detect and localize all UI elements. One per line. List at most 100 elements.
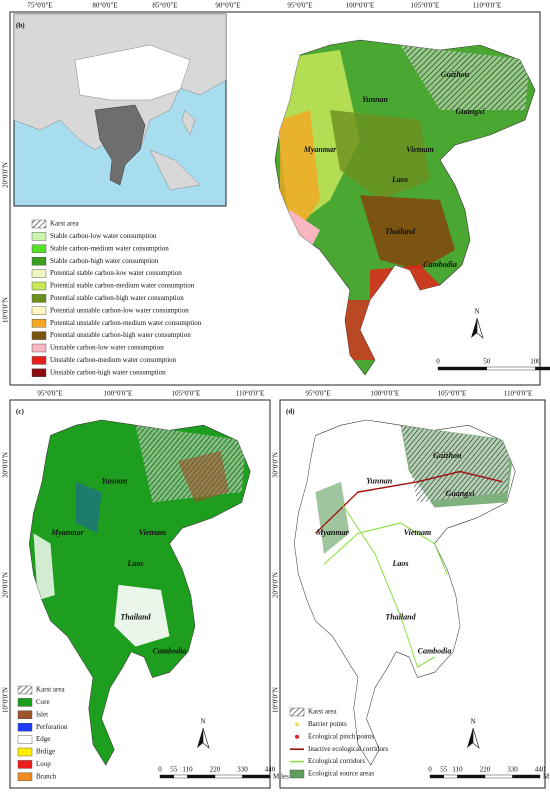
place-label: Yunnan — [362, 95, 389, 104]
scale-unit: Miles — [543, 773, 550, 781]
legend-swatch — [295, 735, 299, 739]
place-label: Vietnam — [139, 528, 167, 537]
legend-label: Stable carbon-low water consumption — [50, 232, 157, 240]
north-label: N — [474, 308, 479, 316]
longitude-label: 105°0'0"E — [172, 390, 201, 398]
scale-label: 55 — [440, 766, 448, 774]
place-label: Guangxi — [456, 107, 486, 116]
legend-label: Potential stable carbon-low water consum… — [50, 269, 182, 277]
place-label: Thailand — [385, 227, 416, 236]
panel-label: (b) — [16, 22, 25, 30]
longitude-label: 105°0'0"E — [438, 390, 467, 398]
place-label: Vietnam — [404, 528, 432, 537]
north-label: N — [470, 718, 475, 726]
place-label: Cambodia — [423, 260, 457, 269]
north-label: N — [200, 718, 205, 726]
scale-bar — [513, 775, 541, 778]
scale-label: 220 — [210, 766, 221, 774]
place-label: Yunnan — [366, 477, 393, 486]
place-label: Laos — [392, 559, 409, 568]
scale-label: 220 — [480, 766, 491, 774]
place-label: Guangxi — [446, 489, 476, 498]
legend-label: Loop — [36, 760, 51, 768]
legend-label: Potential unstable carbon-low water cons… — [50, 306, 189, 314]
place-label: Thailand — [120, 613, 151, 622]
legend-label: Brdige — [36, 748, 55, 756]
scale-bar — [215, 775, 243, 778]
place-label: Myanmar — [315, 528, 349, 537]
place-label: Thailand — [385, 613, 416, 622]
scale-label: 330 — [507, 766, 518, 774]
legend-label: Potential stable carbon-medium water con… — [50, 282, 195, 290]
legend-label: Ecological pinch points — [308, 732, 374, 740]
legend-swatch — [290, 708, 304, 716]
latitude-label: 30°0'0"N — [272, 452, 280, 478]
legend-label: Karst area — [308, 708, 337, 716]
scale-bar — [444, 775, 458, 778]
scale-bar — [458, 775, 486, 778]
legend-swatch — [32, 270, 46, 278]
longitude-label: 100°0'0"E — [371, 390, 400, 398]
legend-label: Unstable carbon-medium water consumption — [50, 356, 177, 364]
legend-swatch — [32, 344, 46, 352]
scale-bar — [243, 775, 271, 778]
place-label: Guizhou — [433, 451, 462, 460]
legend-label: Potential unstable carbon-high water con… — [50, 331, 191, 339]
inset-map — [14, 14, 226, 206]
place-label: Laos — [391, 175, 408, 184]
legend-swatch — [18, 760, 32, 768]
legend-swatch — [32, 294, 46, 302]
latitude-label: 20°0'0"N — [2, 572, 10, 598]
longitude-label: 110°0'0"E — [236, 390, 264, 398]
legend-swatch — [18, 773, 32, 781]
legend-label: Barrier points — [308, 720, 347, 728]
longitude-label: 100°0'0"E — [346, 2, 375, 10]
scale-label: 110 — [182, 766, 193, 774]
legend-label: Karst area — [50, 220, 79, 228]
longitude-label: 105°0'0"E — [411, 2, 440, 10]
legend-label: Stable carbon-medium water consumption — [50, 244, 169, 252]
legend-swatch — [32, 232, 46, 240]
scale-bar — [487, 367, 536, 370]
legend-label: Unstable carbon-low water consumption — [50, 344, 164, 352]
place-label: Myanmar — [50, 528, 84, 537]
legend-label: Unstable carbon-high water consumption — [50, 368, 166, 376]
legend-label: Potential stable carbon-high water consu… — [50, 294, 184, 302]
scale-bar — [174, 775, 188, 778]
longitude-label: 95°0'0"E — [37, 390, 62, 398]
place-label: Vietnam — [406, 145, 434, 154]
legend-swatch — [32, 245, 46, 253]
legend-swatch — [32, 332, 46, 340]
legend-swatch — [295, 722, 299, 726]
latitude-label: 30°0'0"N — [2, 452, 10, 478]
legend-label: Branch — [36, 772, 57, 780]
legend-label: Islet — [36, 710, 48, 718]
legend-label: Karst area — [36, 686, 65, 694]
place-label: Cambodia — [153, 647, 187, 656]
longitude-label: 80°0'0"E — [92, 2, 117, 10]
panel-label: (d) — [286, 408, 295, 416]
legend-swatch — [32, 257, 46, 265]
longitude-label: 95°0'0"E — [287, 2, 312, 10]
latitude-label: 10°0'0"N — [272, 687, 280, 713]
legend-label: Stable carbon-high water consumption — [50, 257, 159, 265]
legend-swatch — [32, 307, 46, 315]
panel-label: (c) — [16, 408, 24, 416]
scale-bar — [536, 367, 550, 370]
scale-bar — [430, 775, 444, 778]
place-label: Myanmar — [303, 145, 337, 154]
legend-label: Ecological corridors — [308, 757, 365, 765]
legend-swatch — [32, 369, 46, 377]
legend-swatch — [18, 698, 32, 706]
legend-swatch — [32, 220, 46, 228]
legend-swatch — [18, 748, 32, 756]
legend-swatch — [32, 356, 46, 364]
longitude-label: 90°0'0"E — [215, 2, 240, 10]
legend-label: Edge — [36, 735, 50, 743]
scale-label: 55 — [170, 766, 178, 774]
scale-bar — [188, 775, 216, 778]
scale-label: 0 — [428, 766, 432, 774]
longitude-label: 110°0'0"E — [504, 390, 532, 398]
scale-label: 110 — [452, 766, 463, 774]
